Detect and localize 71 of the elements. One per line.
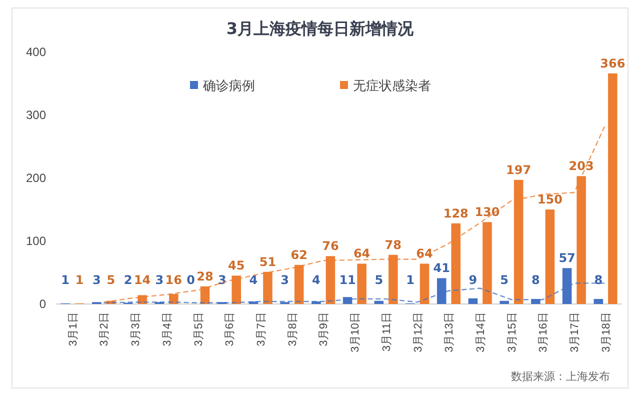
bar [545,210,555,304]
data-label: 150 [537,192,562,206]
bar [357,264,366,304]
data-label: 130 [474,205,500,220]
data-label: 4 [312,273,320,287]
data-label: 366 [600,56,626,70]
data-label: 1 [75,273,84,287]
data-label: 5 [106,273,116,287]
x-tick-label: 3月2日 [98,312,111,346]
x-tick-label: 3月7日 [255,312,268,346]
x-tick-label: 3月6日 [224,312,236,346]
x-tick-label: 3月13日 [444,312,456,352]
x-tick-label: 3月8日 [286,312,299,346]
data-label: 3 [280,273,290,287]
x-tick-label: 3月18日 [600,312,612,352]
bar [608,73,618,304]
data-label: 14 [134,273,151,287]
data-label: 41 [433,261,450,276]
data-label: 11 [339,273,356,287]
chart-title: 3月上海疫情每日新增情况 [226,19,415,38]
y-tick-label: 200 [26,170,46,185]
data-label: 45 [228,258,245,273]
data-label: 1 [61,273,70,287]
x-tick-label: 3月4日 [161,312,174,346]
source-note: 数据来源：上海发布 [511,370,610,383]
x-tick-label: 3月16日 [538,312,550,352]
data-label: 8 [532,273,540,287]
legend-label: 无症状感染者 [353,79,431,94]
data-label: 3 [155,273,164,287]
data-label: 128 [443,206,468,220]
data-label: 16 [165,273,182,287]
data-label: 76 [322,239,339,254]
x-tick-label: 3月11日 [380,312,393,352]
x-tick-label: 3月9日 [318,312,330,346]
x-tick-label: 3月14日 [474,312,487,352]
data-label: 64 [416,246,433,261]
x-tick-label: 3月5日 [192,312,205,346]
data-label: 203 [568,159,594,174]
y-tick-label: 100 [26,234,46,248]
x-tick-label: 3月12日 [412,312,424,352]
bar [468,298,478,304]
bar [500,300,509,304]
legend-label: 确诊病例 [202,79,255,94]
y-tick-label: 300 [26,108,46,122]
data-label: 8 [594,273,603,287]
y-tick-label: 0 [39,296,46,311]
data-label: 28 [196,269,214,284]
data-label: 9 [468,273,478,287]
data-label: 3 [218,273,226,287]
data-label: 62 [290,248,308,262]
data-label: 4 [249,273,258,287]
bar [420,264,430,304]
data-label: 2 [124,273,132,287]
line-series [103,124,606,303]
x-tick-label: 3月1日 [67,312,80,346]
x-tick-label: 3月15日 [506,312,518,352]
data-label: 51 [259,254,276,269]
data-label: 0 [186,273,195,287]
data-label: 78 [384,238,402,252]
data-label: 5 [500,273,509,287]
data-label: 57 [558,251,576,266]
data-label: 5 [374,273,384,287]
data-label: 64 [353,246,370,261]
data-label: 3 [92,273,101,287]
data-label: 1 [406,273,414,287]
x-tick-label: 3月10日 [350,312,362,352]
x-tick-label: 3月3日 [130,312,142,346]
bar [594,298,604,304]
x-tick-label: 3月17日 [569,312,582,352]
data-label: 197 [506,162,532,177]
y-tick-label: 400 [26,44,46,59]
